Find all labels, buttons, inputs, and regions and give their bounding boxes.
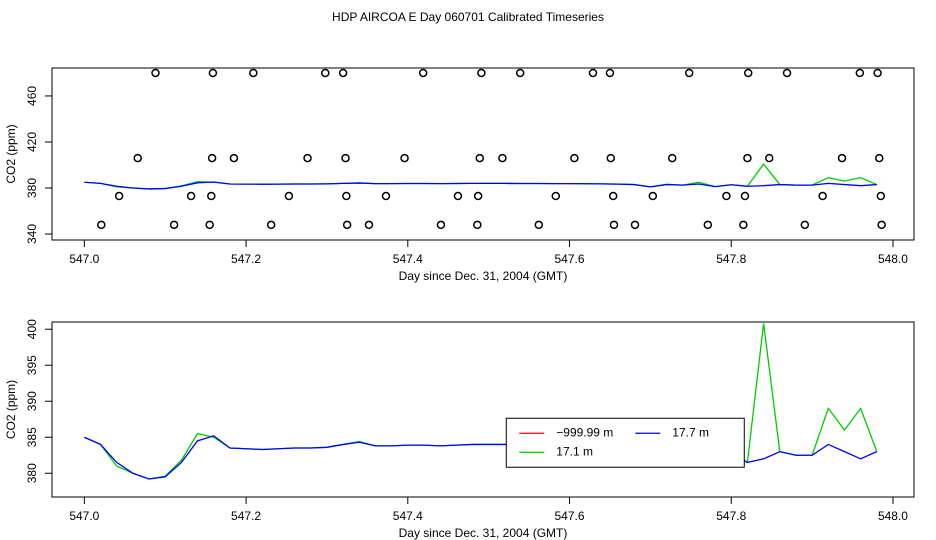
calibration-point — [418, 68, 428, 78]
calibration-point — [534, 220, 544, 230]
calibration-point — [151, 68, 160, 78]
calibration-point — [765, 153, 774, 163]
x-axis-label: Day since Dec. 31, 2004 (GMT) — [399, 269, 568, 283]
y-tick-label: 380 — [25, 178, 39, 198]
calibration-point — [473, 220, 482, 230]
calibration-point — [249, 68, 258, 78]
calibration-point — [498, 153, 507, 163]
y-tick-label: 400 — [25, 319, 39, 339]
calibration-point — [266, 220, 276, 230]
series-line — [84, 323, 878, 480]
calibration-point — [609, 220, 619, 230]
calibration-point — [477, 68, 486, 78]
calibration-point — [570, 153, 579, 163]
calibration-point — [740, 191, 750, 201]
legend-label: −999.99 m — [556, 425, 613, 439]
x-tick-label: 548.0 — [878, 509, 908, 523]
calibration-point — [874, 153, 884, 163]
calibration-point — [722, 191, 731, 201]
calibration-point — [605, 68, 615, 78]
y-tick-label: 420 — [25, 132, 39, 152]
calibration-point — [630, 220, 640, 230]
calibration-point — [800, 220, 810, 230]
plot-frame — [51, 67, 915, 241]
calibration-point — [342, 191, 351, 201]
y-axis-label: CO2 (ppm) — [4, 124, 18, 183]
calibration-point — [667, 153, 677, 163]
calibration-point — [321, 68, 330, 78]
calibration-point — [877, 220, 886, 230]
calibration-point — [873, 68, 882, 78]
x-tick-label: 548.0 — [878, 252, 908, 266]
series-line — [84, 162, 878, 190]
y-axis-label: CO2 (ppm) — [4, 380, 18, 439]
y-tick-label: 380 — [25, 463, 39, 483]
calibration-point — [473, 191, 483, 201]
x-tick-label: 547.6 — [555, 509, 585, 523]
calibration-point — [743, 153, 752, 163]
calibration-point — [608, 191, 618, 201]
x-tick-label: 547.8 — [716, 509, 746, 523]
calibration-point — [364, 220, 374, 230]
calibration-point — [703, 220, 713, 230]
calibration-point — [855, 68, 865, 78]
calibration-point — [207, 153, 217, 163]
y-tick-label: 395 — [25, 355, 39, 375]
calibration-point — [436, 220, 446, 230]
calibration-point — [114, 191, 124, 201]
calibration-point — [133, 153, 142, 163]
calibration-point — [453, 191, 463, 201]
x-tick-label: 547.2 — [231, 509, 261, 523]
calibration-point — [837, 153, 847, 163]
x-tick-label: 547.0 — [69, 509, 99, 523]
calibration-point — [97, 220, 106, 230]
legend-frame — [505, 417, 745, 468]
y-tick-label: 390 — [25, 391, 39, 411]
calibration-point — [342, 220, 352, 230]
calibration-point — [186, 191, 196, 201]
calibration-point — [818, 191, 827, 201]
calibration-point — [648, 191, 658, 201]
calibration-point — [588, 68, 598, 78]
calibration-point — [207, 191, 216, 201]
calibration-point — [515, 68, 525, 78]
calibration-point — [684, 68, 694, 78]
calibration-point — [338, 68, 348, 78]
x-tick-label: 547.8 — [716, 252, 746, 266]
y-tick-label: 385 — [25, 427, 39, 447]
legend-label: 17.7 m — [672, 425, 709, 439]
calibration-point — [208, 68, 218, 78]
x-tick-label: 547.6 — [555, 252, 585, 266]
x-axis-label: Day since Dec. 31, 2004 (GMT) — [399, 526, 568, 540]
y-tick-label: 340 — [25, 224, 39, 244]
chart-title: HDP AIRCOA E Day 060701 Calibrated Times… — [332, 10, 604, 24]
calibration-point — [400, 153, 409, 163]
x-tick-label: 547.0 — [69, 252, 99, 266]
calibration-point — [876, 191, 886, 201]
calibration-point — [205, 220, 214, 230]
calibration-point — [551, 191, 561, 201]
calibration-point — [743, 68, 753, 78]
y-tick-label: 460 — [25, 86, 39, 106]
calibration-point — [739, 220, 748, 230]
calibration-point — [229, 153, 239, 163]
x-tick-label: 547.2 — [231, 252, 261, 266]
x-tick-label: 547.4 — [393, 252, 423, 266]
calibration-point — [381, 191, 391, 201]
x-tick-label: 547.4 — [393, 509, 423, 523]
calibration-point — [169, 220, 179, 230]
calibration-point — [303, 153, 312, 163]
series-line — [84, 181, 877, 190]
calibration-point — [341, 153, 350, 163]
plot-frame — [51, 321, 915, 498]
calibration-point — [782, 68, 792, 78]
legend-label: 17.1 m — [556, 444, 593, 458]
calibration-point — [606, 153, 616, 163]
series-line — [84, 435, 878, 480]
calibration-point — [284, 191, 294, 201]
calibration-point — [475, 153, 485, 163]
